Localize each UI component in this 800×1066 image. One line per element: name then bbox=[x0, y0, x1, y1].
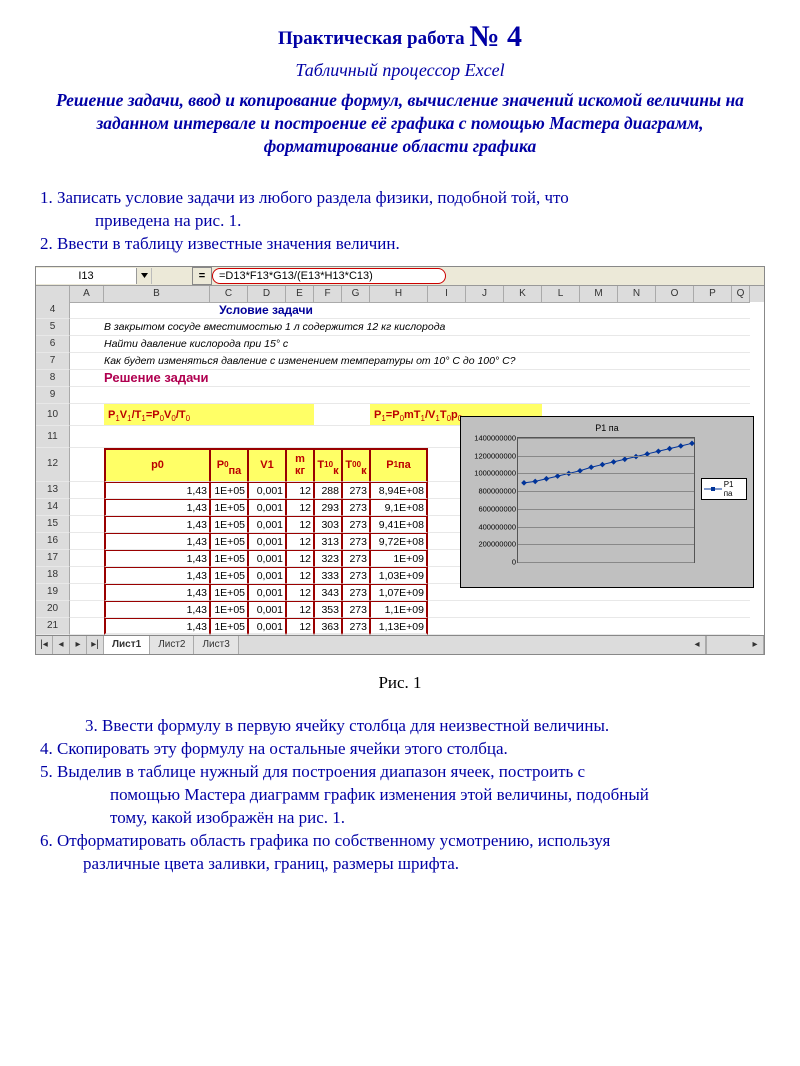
step-1: 1. Записать условие задачи из любого раз… bbox=[35, 187, 765, 210]
formula-bar[interactable]: =D13*F13*G13/(E13*H13*C13) bbox=[212, 268, 446, 284]
sheet-nav-first[interactable]: |◂ bbox=[36, 636, 53, 654]
step-6-line2: различные цвета заливки, границ, размеры… bbox=[35, 853, 765, 876]
column-headers: ABCDEFGHIJKLMNOPQ bbox=[36, 286, 764, 302]
chart-title: P1 па bbox=[595, 423, 618, 433]
condition-title: Условие задачи bbox=[104, 302, 428, 319]
step-5-line3: тому, какой изображён на рис. 1. bbox=[35, 807, 765, 830]
chart-plot-area: 0200000000400000000600000000800000000100… bbox=[517, 437, 695, 563]
page-description: Решение задачи, ввод и копирование форму… bbox=[35, 89, 765, 157]
row-9[interactable]: 9 bbox=[36, 387, 764, 404]
condition-line1: В закрытом сосуде вместимостью 1 л содер… bbox=[104, 319, 542, 336]
row-7[interactable]: 7 Как будет изменяться давление с измене… bbox=[36, 353, 764, 370]
page-title: Практическая работа № 4 bbox=[35, 20, 765, 54]
sheet-tabs: |◂ ◂ ▸ ▸| Лист1 Лист2 Лист3 ◂ ▸ bbox=[36, 635, 764, 654]
sheet-nav-prev[interactable]: ◂ bbox=[53, 636, 70, 654]
solution-title: Решение задачи bbox=[104, 370, 342, 387]
sheet-tab-3[interactable]: Лист3 bbox=[194, 636, 238, 654]
row-6[interactable]: 6 Найти давление кислорода при 15° с bbox=[36, 336, 764, 353]
table-row[interactable]: 201,431E+050,001123532731,1E+09 bbox=[36, 601, 764, 618]
name-box-dropdown[interactable] bbox=[137, 268, 152, 284]
chart-p1[interactable]: P1 па 0200000000400000000600000000800000… bbox=[460, 416, 754, 588]
step-1-cont: приведена на рис. 1. bbox=[35, 210, 765, 233]
title-prefix: Практическая работа bbox=[278, 28, 469, 49]
step-2: 2. Ввести в таблицу известные значения в… bbox=[35, 233, 765, 256]
sheet-nav-next[interactable]: ▸ bbox=[70, 636, 87, 654]
excel-screenshot: I13 = =D13*F13*G13/(E13*H13*C13) ABCDEFG… bbox=[35, 266, 765, 655]
hscroll-left[interactable]: ◂ bbox=[689, 636, 706, 654]
step-4: 4. Скопировать эту формулу на остальные … bbox=[35, 738, 765, 761]
condition-line3: Как будет изменяться давление с изменени… bbox=[104, 353, 656, 370]
row-5[interactable]: 5 В закрытом сосуде вместимостью 1 л сод… bbox=[36, 319, 764, 336]
row-8[interactable]: 8 Решение задачи bbox=[36, 370, 764, 387]
chart-legend: P1 па bbox=[701, 478, 747, 500]
step-5-line2: помощью Мастера диаграмм график изменени… bbox=[35, 784, 765, 807]
formula-equals-button[interactable]: = bbox=[192, 267, 212, 285]
sheet-tab-1[interactable]: Лист1 bbox=[104, 636, 150, 654]
name-box[interactable]: I13 bbox=[36, 268, 137, 284]
figure-caption: Рис. 1 bbox=[35, 673, 765, 693]
title-number: № 4 bbox=[469, 20, 522, 53]
page-subtitle: Табличный процессор Excel bbox=[35, 60, 765, 81]
sheet-tab-2[interactable]: Лист2 bbox=[150, 636, 194, 654]
condition-line2: Найти давление кислорода при 15° с bbox=[104, 336, 542, 353]
step-6: 6. Отформатировать область графика по со… bbox=[35, 830, 765, 853]
row-4[interactable]: 4 Условие задачи bbox=[36, 302, 764, 319]
hscroll-right[interactable]: ▸ bbox=[747, 636, 764, 654]
step-5: 5. Выделив в таблице нужный для построен… bbox=[35, 761, 765, 784]
step-3: 3. Ввести формулу в первую ячейку столбц… bbox=[35, 715, 765, 738]
table-row[interactable]: 211,431E+050,001123632731,13E+09 bbox=[36, 618, 764, 635]
formula-1: P1V1/T1=P0V0/T0 bbox=[104, 404, 314, 426]
sheet-nav-last[interactable]: ▸| bbox=[87, 636, 104, 654]
